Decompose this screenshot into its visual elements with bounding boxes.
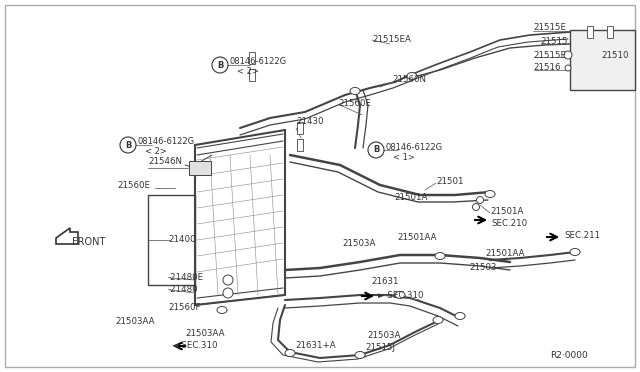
Text: 21560E: 21560E — [117, 182, 150, 190]
Text: 21515E: 21515E — [533, 51, 566, 60]
Bar — [607, 26, 613, 38]
Text: < 2>: < 2> — [237, 67, 259, 77]
Bar — [570, 30, 635, 90]
Ellipse shape — [395, 292, 405, 298]
Text: SEC.210: SEC.210 — [491, 218, 527, 228]
Ellipse shape — [217, 307, 227, 314]
Text: < 1>: < 1> — [393, 153, 415, 161]
Text: 21400: 21400 — [168, 235, 195, 244]
Text: 21631+A: 21631+A — [295, 341, 335, 350]
Text: 21560E: 21560E — [338, 99, 371, 108]
Text: 08146-6122G: 08146-6122G — [386, 142, 443, 151]
Text: 21560F: 21560F — [168, 304, 200, 312]
Ellipse shape — [485, 190, 495, 198]
Text: 21501: 21501 — [436, 176, 463, 186]
Text: < 2>: < 2> — [145, 148, 167, 157]
Circle shape — [223, 288, 233, 298]
Circle shape — [565, 65, 571, 71]
Ellipse shape — [285, 350, 295, 356]
Text: 21516: 21516 — [533, 64, 561, 73]
Text: B: B — [125, 141, 131, 150]
Ellipse shape — [355, 352, 365, 359]
Circle shape — [368, 142, 384, 158]
Text: 21503: 21503 — [469, 263, 497, 272]
Circle shape — [477, 196, 483, 203]
Text: 08146-6122G: 08146-6122G — [230, 58, 287, 67]
Text: SEC.211: SEC.211 — [564, 231, 600, 240]
Text: 21503AA: 21503AA — [115, 317, 154, 327]
Bar — [297, 139, 303, 151]
Circle shape — [223, 275, 233, 285]
Text: FRONT: FRONT — [72, 237, 106, 247]
Bar — [249, 52, 255, 64]
Ellipse shape — [350, 87, 360, 94]
Text: 21503A: 21503A — [367, 331, 401, 340]
Text: ◄ SEC.310: ◄ SEC.310 — [172, 340, 218, 350]
Text: 21501A: 21501A — [490, 206, 524, 215]
Bar — [297, 122, 303, 134]
Text: B: B — [217, 61, 223, 70]
Bar — [148, 195, 195, 285]
Text: 21515EA: 21515EA — [372, 35, 411, 44]
Text: 21503A: 21503A — [342, 238, 376, 247]
Text: 21501AA: 21501AA — [485, 250, 525, 259]
Text: 21631: 21631 — [371, 278, 399, 286]
Ellipse shape — [435, 253, 445, 260]
Text: 21515: 21515 — [540, 36, 568, 45]
Text: 21515J: 21515J — [365, 343, 395, 353]
Text: B: B — [373, 145, 379, 154]
Text: -21480: -21480 — [168, 285, 198, 295]
Circle shape — [212, 57, 228, 73]
Text: 21430: 21430 — [296, 118, 323, 126]
Circle shape — [120, 137, 136, 153]
Text: -21480E: -21480E — [168, 273, 204, 282]
Ellipse shape — [570, 248, 580, 256]
Polygon shape — [56, 228, 78, 244]
Circle shape — [472, 203, 479, 211]
Text: 21510: 21510 — [601, 51, 628, 60]
Text: 21560N: 21560N — [392, 76, 426, 84]
Text: ► SEC.310: ► SEC.310 — [378, 291, 424, 299]
Bar — [249, 69, 255, 81]
Ellipse shape — [407, 73, 417, 80]
Circle shape — [564, 51, 572, 59]
Ellipse shape — [455, 312, 465, 320]
Text: 08146-6122G: 08146-6122G — [138, 138, 195, 147]
Text: 21501A: 21501A — [394, 192, 428, 202]
Bar — [189, 161, 211, 175]
Bar — [587, 26, 593, 38]
Ellipse shape — [433, 317, 443, 324]
Text: 21515E: 21515E — [533, 23, 566, 32]
Text: 21503AA: 21503AA — [185, 328, 225, 337]
Text: R2·0000: R2·0000 — [550, 350, 588, 359]
Text: 21501AA: 21501AA — [397, 232, 436, 241]
Text: 21546N: 21546N — [148, 157, 182, 167]
